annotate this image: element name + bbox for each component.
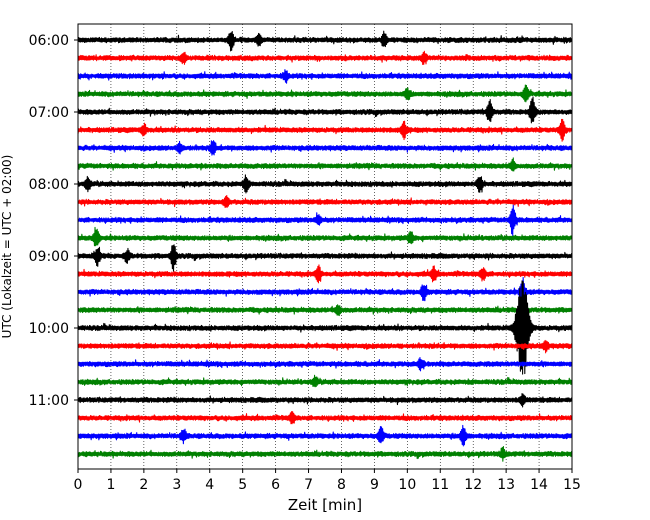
trace-0800 bbox=[77, 174, 573, 194]
x-tick-label: 2 bbox=[139, 477, 148, 493]
x-tick-label: 9 bbox=[370, 477, 379, 493]
y-tick-label: 08:00 bbox=[29, 177, 69, 193]
x-axis: 0 1 2 3 4 5 6 7 8 9 10 11 12 13 14 15 bbox=[74, 469, 581, 493]
y-axis: 06:00 07:00 08:00 09:00 10:00 11:00 bbox=[29, 33, 78, 409]
x-tick-label: 4 bbox=[205, 477, 214, 493]
trace-0900 bbox=[77, 244, 573, 272]
trace-0730 bbox=[77, 140, 573, 156]
trace-0715 bbox=[77, 118, 573, 142]
y-tick-label: 07:00 bbox=[29, 105, 69, 121]
trace-0845 bbox=[77, 226, 573, 247]
trace-0930 bbox=[77, 276, 573, 307]
x-tick-label: 6 bbox=[271, 477, 280, 493]
trace-1115 bbox=[77, 411, 573, 425]
x-tick-label: 14 bbox=[530, 477, 548, 493]
grid-lines bbox=[110, 24, 540, 469]
trace-0745 bbox=[77, 157, 573, 172]
trace-0645 bbox=[77, 84, 573, 103]
trace-0700 bbox=[77, 96, 573, 124]
trace-0945 bbox=[77, 304, 573, 317]
trace-0630 bbox=[77, 69, 573, 84]
x-tick-label: 7 bbox=[304, 477, 313, 493]
x-axis-label: Zeit [min] bbox=[288, 496, 362, 514]
y-tick-label: 09:00 bbox=[29, 249, 69, 265]
trace-1100 bbox=[77, 392, 573, 408]
x-tick-label: 1 bbox=[106, 477, 115, 493]
trace-0600 bbox=[77, 30, 573, 52]
plot-frame bbox=[77, 23, 573, 470]
trace-0830 bbox=[77, 204, 573, 237]
trace-1045 bbox=[77, 374, 573, 388]
y-axis-label: UTC (Lokalzeit = UTC + 02:00) bbox=[0, 155, 14, 339]
x-tick-label: 13 bbox=[497, 477, 515, 493]
trace-1015 bbox=[77, 339, 573, 354]
trace-1145 bbox=[77, 446, 573, 462]
x-tick-label: 5 bbox=[238, 477, 247, 493]
y-tick-label: 10:00 bbox=[29, 321, 69, 337]
trace-1000 bbox=[77, 280, 573, 375]
trace-0615 bbox=[77, 50, 573, 66]
x-tick-label: 11 bbox=[431, 477, 449, 493]
x-tick-label: 15 bbox=[563, 477, 581, 493]
trace-1030 bbox=[77, 357, 573, 372]
x-tick-label: 0 bbox=[74, 477, 83, 493]
trace-0815 bbox=[77, 194, 573, 209]
trace-layer bbox=[77, 30, 573, 462]
x-tick-label: 3 bbox=[172, 477, 181, 493]
x-tick-label: 8 bbox=[337, 477, 346, 493]
x-tick-label: 10 bbox=[398, 477, 416, 493]
x-tick-label: 12 bbox=[464, 477, 482, 493]
y-tick-label: 11:00 bbox=[29, 393, 69, 409]
trace-0915 bbox=[77, 264, 573, 284]
y-tick-label: 06:00 bbox=[29, 33, 69, 49]
trace-1130 bbox=[77, 424, 573, 447]
